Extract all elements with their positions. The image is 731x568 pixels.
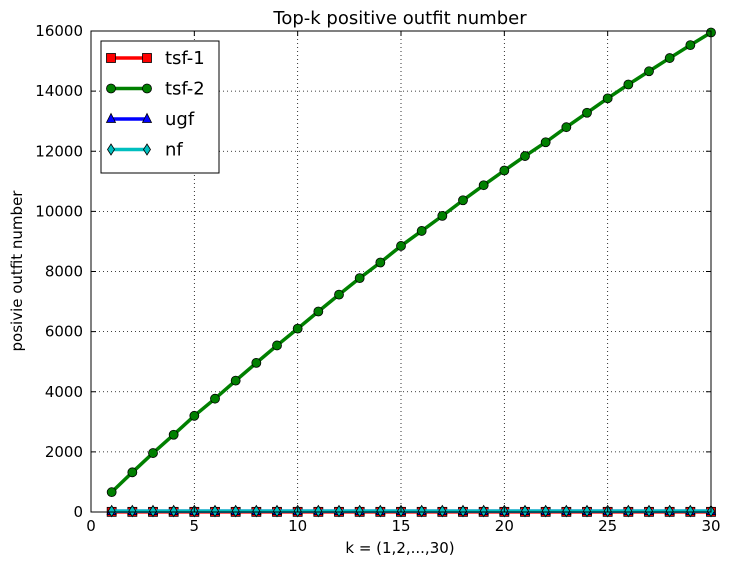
y-tick-label: 4000 (45, 383, 83, 401)
grid (91, 31, 711, 512)
data-point-nf (149, 504, 157, 518)
data-point-nf (562, 504, 571, 518)
data-point-tsf-2 (623, 79, 634, 90)
data-point-tsf-2 (292, 323, 303, 334)
data-point-tsf-2 (520, 151, 530, 161)
data-point-tsf-2 (644, 66, 654, 77)
data-point-nf (624, 504, 633, 518)
data-point-nf (252, 504, 261, 518)
data-point-tsf-2 (230, 375, 241, 386)
data-point-nf (231, 504, 240, 518)
y-tick-label: 8000 (45, 263, 83, 281)
data-point-tsf-2 (106, 487, 117, 498)
data-point-tsf-2 (478, 180, 489, 191)
legend-marker-tsf-2 (106, 83, 116, 94)
data-point-tsf-2 (210, 393, 220, 404)
data-point-nf (438, 504, 447, 518)
data-point-nf (211, 504, 219, 518)
data-point-nf (479, 504, 488, 518)
legend-label-ugf: ugf (165, 109, 195, 130)
legend-marker-tsf-2 (142, 83, 152, 94)
y-tick-label: 0 (73, 503, 83, 521)
data-point-tsf-2 (354, 273, 365, 284)
legend: tsf-1 tsf-2 ugf nf (100, 40, 220, 174)
y-tick-label: 6000 (45, 323, 83, 341)
data-point-nf (583, 504, 591, 518)
data-point-nf (686, 504, 695, 518)
legend-marker-tsf-1 (106, 53, 116, 63)
data-point-nf (169, 504, 178, 518)
legend-label-tsf-1: tsf-1 (165, 48, 205, 69)
legend-label-nf: nf (165, 140, 183, 161)
data-point-nf (541, 504, 550, 518)
data-point-nf (314, 504, 323, 518)
data-point-tsf-2 (127, 467, 138, 478)
x-tick-label: 25 (598, 517, 617, 535)
x-tick-label: 30 (701, 517, 720, 535)
data-point-tsf-2 (437, 210, 448, 221)
data-point-nf (459, 504, 467, 518)
data-point-tsf-2 (602, 93, 613, 104)
x-tick-label: 20 (495, 517, 514, 535)
data-point-tsf-2 (561, 122, 572, 133)
data-point-tsf-2 (685, 40, 696, 51)
data-point-tsf-2 (416, 226, 427, 236)
data-point-tsf-2 (189, 410, 200, 421)
data-point-tsf-2 (396, 241, 406, 251)
data-point-tsf-2 (458, 195, 468, 206)
x-tick-label: 15 (391, 517, 410, 535)
data-point-tsf-2 (582, 107, 592, 118)
y-tick-label: 10000 (35, 202, 83, 220)
data-point-tsf-2 (664, 53, 675, 63)
legend-marker-tsf-1 (142, 53, 152, 63)
data-point-nf (521, 504, 529, 518)
data-point-tsf-2 (251, 357, 262, 368)
data-point-tsf-2 (375, 257, 386, 268)
data-point-tsf-2 (334, 289, 344, 300)
x-tick-label: 10 (288, 517, 307, 535)
x-axis-label: k = (1,2,...,30) (345, 539, 454, 557)
data-point-tsf-2 (272, 340, 282, 351)
data-point-nf (645, 504, 653, 518)
legend-marker-nf (107, 143, 115, 156)
ticks: 0 5 10 15 20 25 30 0 2000 4000 6000 8000 10000 12000 1… (35, 22, 720, 535)
legend-marker-ugf (105, 112, 117, 123)
data-point-tsf-2 (168, 429, 179, 440)
data-point-tsf-2 (313, 306, 324, 317)
y-axis-label: posivie outfit number (8, 190, 26, 352)
data-point-nf (273, 504, 281, 518)
data-point-nf (355, 504, 364, 518)
data-point-nf (665, 504, 674, 518)
data-point-nf (335, 504, 343, 518)
chart-title: Top-k positive outfit number (272, 8, 527, 29)
data-point-nf (107, 504, 116, 518)
data-point-nf (128, 504, 137, 518)
data-point-tsf-2 (499, 165, 510, 176)
data-point-tsf-2 (148, 448, 158, 458)
legend-marker-nf (143, 143, 151, 156)
legend-marker-ugf (141, 112, 153, 123)
y-tick-label: 14000 (35, 82, 83, 100)
y-tick-label: 2000 (45, 443, 83, 461)
y-tick-label: 16000 (35, 22, 83, 40)
data-point-nf (376, 504, 385, 518)
data-point-tsf-2 (540, 137, 551, 148)
x-tick-label: 5 (190, 517, 200, 535)
x-tick-label: 0 (86, 517, 96, 535)
legend-label-tsf-2: tsf-2 (165, 79, 205, 100)
data-point-nf (417, 504, 426, 518)
y-tick-label: 12000 (35, 142, 83, 160)
